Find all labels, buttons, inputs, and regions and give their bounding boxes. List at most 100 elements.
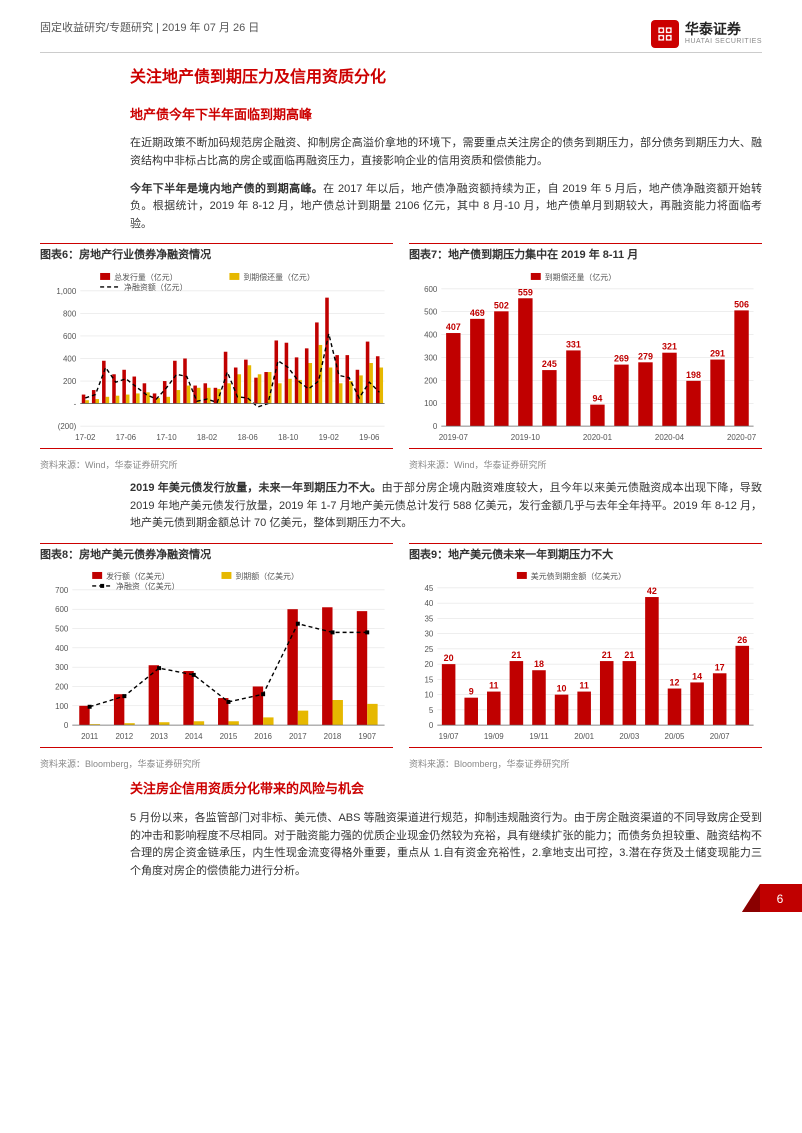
svg-text:2011: 2011 [81, 732, 99, 741]
svg-text:0: 0 [433, 422, 438, 431]
chart7-source: 资料来源：Wind，华泰证券研究所 [409, 458, 762, 472]
svg-text:45: 45 [425, 584, 434, 593]
svg-text:0: 0 [429, 721, 434, 730]
paragraph-3: 2019 年美元债发行放量，未来一年到期压力不大。由于部分房企境内融资难度较大，… [130, 480, 762, 533]
svg-text:30: 30 [425, 630, 434, 639]
svg-text:300: 300 [55, 663, 69, 672]
svg-text:600: 600 [63, 332, 77, 341]
chart7-title: 图表7：地产债到期压力集中在 2019 年 8-11 月 [409, 243, 762, 265]
svg-text:美元债到期金额（亿美元）: 美元债到期金额（亿美元） [531, 571, 626, 581]
svg-text:200: 200 [55, 683, 69, 692]
logo-text-cn: 华泰证券 [685, 22, 762, 37]
svg-text:2019-07: 2019-07 [439, 433, 469, 442]
svg-text:21: 21 [624, 650, 634, 660]
chart9-title: 图表9：地产美元债未来一年到期压力不大 [409, 543, 762, 565]
chart9-source: 资料来源：Bloomberg，华泰证券研究所 [409, 757, 762, 771]
svg-text:17-06: 17-06 [116, 433, 137, 442]
svg-text:18-02: 18-02 [197, 433, 218, 442]
svg-text:17-10: 17-10 [156, 433, 177, 442]
svg-text:20: 20 [444, 653, 454, 663]
svg-text:200: 200 [63, 377, 77, 386]
svg-text:净融资额（亿元）: 净融资额（亿元） [124, 282, 187, 292]
svg-text:17-02: 17-02 [75, 433, 96, 442]
svg-text:18-10: 18-10 [278, 433, 299, 442]
svg-text:245: 245 [542, 359, 557, 369]
svg-text:到期额（亿美元）: 到期额（亿美元） [235, 571, 299, 581]
svg-text:100: 100 [424, 399, 438, 408]
breadcrumb: 固定收益研究/专题研究 | 2019 年 07 月 26 日 [40, 20, 259, 38]
chart8-canvas: 0100200300400500600700201120122013201420… [40, 568, 393, 748]
svg-text:19-02: 19-02 [319, 433, 340, 442]
svg-text:19/11: 19/11 [529, 732, 549, 741]
svg-text:2014: 2014 [185, 732, 203, 741]
svg-text:2020-07: 2020-07 [727, 433, 757, 442]
svg-text:600: 600 [55, 605, 69, 614]
logo-text-en: HUATAI SECURITIES [685, 38, 762, 46]
svg-text:2017: 2017 [289, 732, 307, 741]
logo-icon [651, 20, 679, 48]
svg-text:0: 0 [64, 721, 69, 730]
chart8-title: 图表8：房地产美元债券净融资情况 [40, 543, 393, 565]
svg-text:总发行量（亿元）: 总发行量（亿元） [114, 272, 178, 282]
svg-text:到期偿还量（亿元）: 到期偿还量（亿元） [243, 272, 314, 282]
svg-text:291: 291 [710, 349, 725, 359]
svg-text:17: 17 [715, 663, 725, 673]
svg-text:2012: 2012 [116, 732, 134, 741]
svg-text:407: 407 [446, 322, 461, 332]
svg-text:2019-10: 2019-10 [511, 433, 541, 442]
svg-text:(200): (200) [58, 422, 77, 431]
svg-text:19/07: 19/07 [439, 732, 459, 741]
svg-text:20/05: 20/05 [665, 732, 685, 741]
svg-text:2020-04: 2020-04 [655, 433, 685, 442]
svg-text:18: 18 [534, 660, 544, 670]
svg-text:42: 42 [647, 586, 657, 596]
paragraph-4: 5 月份以来，各监管部门对非标、美元债、ABS 等融资渠道进行规范，抑制违规融资… [130, 810, 762, 880]
chart6-source: 资料来源：Wind，华泰证券研究所 [40, 458, 393, 472]
chart6-canvas: (200)-2004006008001,00017-0217-0617-1018… [40, 269, 393, 449]
svg-text:469: 469 [470, 308, 485, 318]
svg-text:10: 10 [557, 684, 567, 694]
main-title: 关注地产债到期压力及信用资质分化 [130, 65, 762, 91]
svg-text:2018: 2018 [324, 732, 342, 741]
svg-text:600: 600 [424, 285, 438, 294]
svg-text:20/03: 20/03 [619, 732, 639, 741]
svg-text:300: 300 [424, 353, 438, 362]
svg-text:21: 21 [602, 650, 612, 660]
svg-text:14: 14 [692, 672, 702, 682]
svg-text:12: 12 [670, 678, 680, 688]
svg-text:5: 5 [429, 706, 434, 715]
svg-text:400: 400 [55, 644, 69, 653]
svg-text:2016: 2016 [254, 732, 272, 741]
svg-text:400: 400 [424, 331, 438, 340]
svg-text:1,000: 1,000 [56, 287, 76, 296]
svg-text:500: 500 [424, 308, 438, 317]
svg-text:321: 321 [662, 342, 677, 352]
svg-text:700: 700 [55, 586, 69, 595]
svg-text:331: 331 [566, 339, 581, 349]
svg-text:800: 800 [63, 309, 77, 318]
brand-logo: 华泰证券 HUATAI SECURITIES [651, 20, 762, 48]
svg-text:25: 25 [425, 645, 434, 654]
svg-text:20/07: 20/07 [710, 732, 730, 741]
page-number: 6 [742, 884, 802, 912]
svg-text:19/09: 19/09 [484, 732, 504, 741]
svg-text:506: 506 [734, 299, 749, 309]
svg-text:20: 20 [425, 660, 434, 669]
chart8-source: 资料来源：Bloomberg，华泰证券研究所 [40, 757, 393, 771]
svg-text:200: 200 [424, 376, 438, 385]
svg-text:198: 198 [686, 370, 701, 380]
svg-text:21: 21 [511, 650, 521, 660]
svg-text:35: 35 [425, 615, 434, 624]
paragraph-1: 在近期政策不断加码规范房企融资、抑制房企高溢价拿地的环境下，需要重点关注房企的债… [130, 135, 762, 170]
svg-text:559: 559 [518, 287, 533, 297]
svg-text:18-06: 18-06 [237, 433, 258, 442]
svg-text:19-06: 19-06 [359, 433, 380, 442]
svg-text:26: 26 [737, 635, 747, 645]
svg-text:11: 11 [489, 681, 498, 691]
svg-text:500: 500 [55, 625, 69, 634]
svg-text:2013: 2013 [150, 732, 168, 741]
svg-text:94: 94 [592, 394, 602, 404]
svg-text:净融资（亿美元）: 净融资（亿美元） [116, 581, 180, 591]
svg-text:400: 400 [63, 354, 77, 363]
svg-text:11: 11 [579, 681, 588, 691]
